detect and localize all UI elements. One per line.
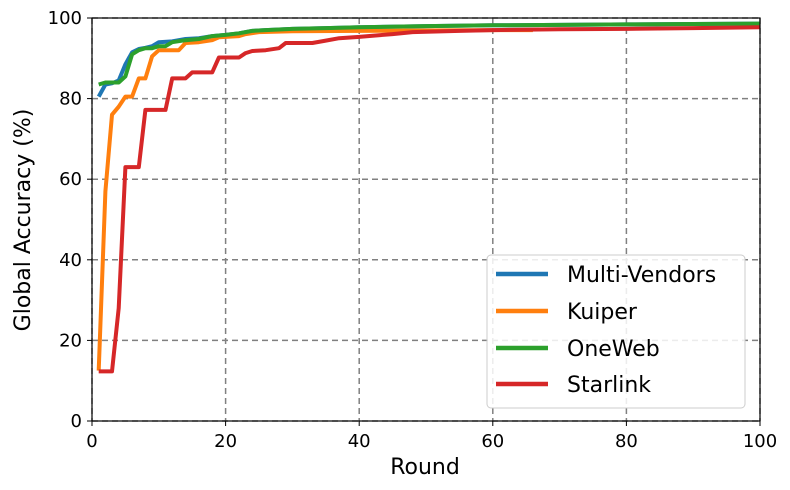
series-line-starlink: [98, 25, 761, 374]
y-tick-label: 80: [59, 89, 82, 110]
y-axis-label: Global Accuracy (%): [11, 109, 36, 332]
x-axis-label: Round: [390, 455, 460, 480]
ticks: 0 20 40 60 80 100 0 20 40 60 80 100: [48, 8, 778, 452]
x-tick-label: 80: [615, 431, 638, 452]
plot-frame: [91, 17, 761, 422]
x-tick-label: 100: [743, 431, 777, 452]
y-tick-label: 40: [59, 250, 82, 271]
y-tick-label: 0: [71, 411, 82, 432]
series-line-oneweb: [98, 21, 761, 87]
legend-label-starlink: Starlink: [567, 373, 651, 398]
legend-label-kuiper: Kuiper: [567, 300, 638, 325]
x-tick-label: 60: [481, 431, 504, 452]
x-tick-label: 20: [214, 431, 237, 452]
series-lines: [96, 21, 761, 374]
y-tick-label: 60: [59, 169, 82, 190]
y-tick-label: 100: [48, 8, 82, 29]
series-line-kuiper: [96, 28, 533, 371]
x-tick-label: 40: [348, 431, 371, 452]
legend-label-oneweb: OneWeb: [567, 337, 660, 362]
x-tick-label: 0: [86, 431, 97, 452]
y-tick-label: 20: [59, 330, 82, 351]
legend-box: [486, 254, 746, 409]
legend: Multi-Vendors Kuiper OneWeb Starlink: [486, 254, 746, 409]
legend-label-multi-vendors: Multi-Vendors: [567, 263, 716, 288]
